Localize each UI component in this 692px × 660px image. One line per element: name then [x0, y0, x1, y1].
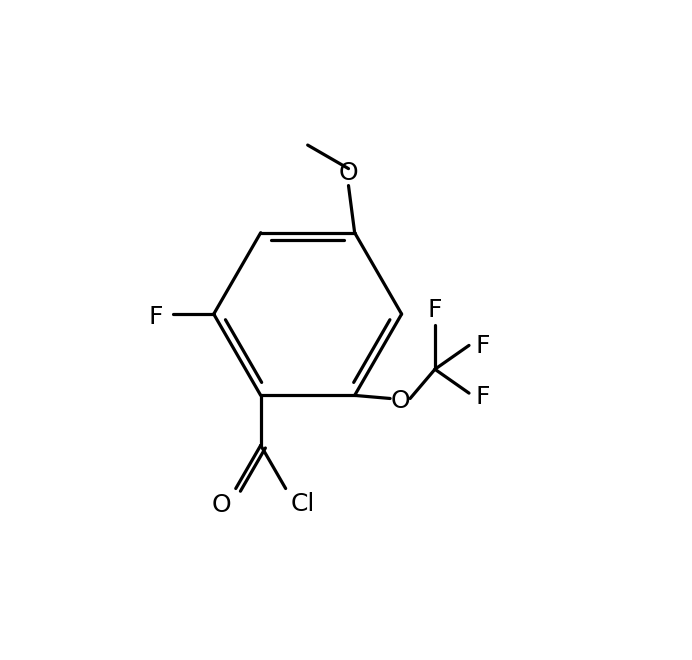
- Text: F: F: [428, 298, 442, 322]
- Text: F: F: [475, 385, 490, 409]
- Text: F: F: [475, 335, 490, 358]
- Text: F: F: [148, 304, 163, 329]
- Text: Cl: Cl: [290, 492, 315, 516]
- Text: O: O: [338, 161, 358, 185]
- Text: O: O: [390, 389, 410, 413]
- Text: O: O: [212, 493, 231, 517]
